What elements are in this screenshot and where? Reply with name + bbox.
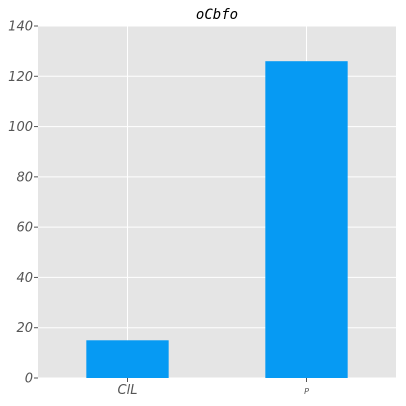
bars: [86, 61, 348, 378]
y-tick-label: 60: [16, 221, 33, 236]
x-tick-label: P: [304, 387, 309, 396]
y-tick-label: 20: [16, 321, 33, 336]
y-tick-label: 120: [8, 70, 33, 85]
chart-title: oCbfo: [196, 7, 238, 23]
x-tick-label: ClL: [118, 383, 138, 398]
y-tick-label: 40: [16, 271, 33, 286]
y-tick-label: 140: [8, 20, 33, 35]
y-tick-label: 80: [16, 170, 33, 185]
bar-p: [265, 61, 348, 378]
y-tick-label: 0: [25, 372, 33, 387]
bar-cll: [86, 340, 169, 378]
y-axis-ticks: 0 20 40 60 80 100 120 140: [8, 20, 38, 387]
y-tick-label: 100: [8, 120, 33, 135]
x-axis-ticks: ClL P: [118, 378, 309, 398]
